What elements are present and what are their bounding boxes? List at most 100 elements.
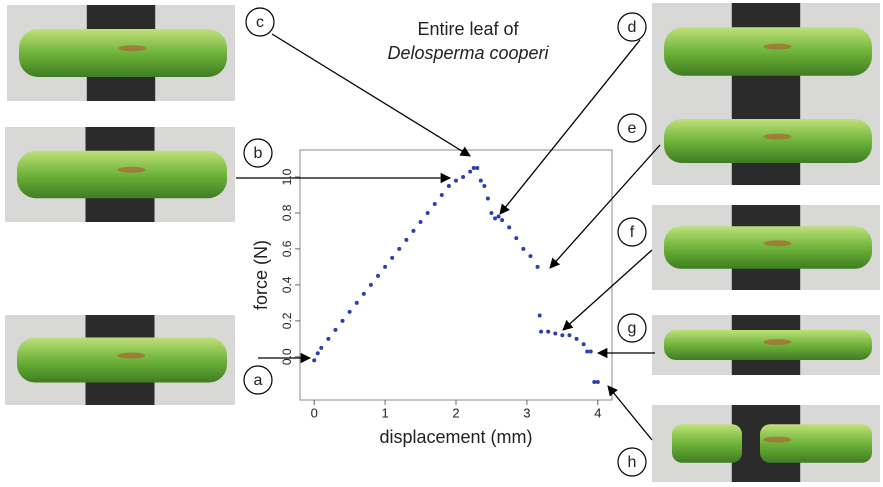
photos <box>5 3 880 482</box>
annotation-label: c <box>256 14 264 31</box>
arrow <box>549 144 661 269</box>
y-tick-label: 0.8 <box>280 204 294 221</box>
data-point <box>404 237 409 242</box>
data-point <box>376 273 380 278</box>
data-point <box>496 214 501 219</box>
annotation-label: g <box>628 320 637 337</box>
data-point <box>537 313 542 318</box>
data-point <box>333 327 338 332</box>
data-point <box>581 342 586 347</box>
data-point <box>446 183 451 188</box>
data-point <box>432 201 437 206</box>
annotation-label: h <box>628 454 637 471</box>
data-point <box>546 329 551 334</box>
data-point <box>475 165 480 170</box>
y-axis-label: force (N) <box>251 240 271 310</box>
annotation-circle <box>245 7 275 37</box>
arrow <box>271 33 471 157</box>
x-tick-label: 4 <box>594 405 601 420</box>
data-point <box>361 291 366 296</box>
annotation-circle <box>617 447 647 477</box>
data-point <box>482 183 487 188</box>
leaf-mark <box>763 436 792 443</box>
leaf-mark <box>118 45 147 52</box>
arrow <box>562 249 653 331</box>
data-point <box>553 331 558 336</box>
data-point <box>397 246 402 251</box>
data-point <box>319 345 324 350</box>
data-point <box>315 351 320 356</box>
arrow <box>499 39 641 215</box>
data-point <box>347 309 352 314</box>
data-point <box>560 333 565 338</box>
data-point <box>485 196 490 201</box>
annotation-label: b <box>254 145 263 162</box>
x-tick-label: 3 <box>523 405 530 420</box>
data-point <box>539 329 544 334</box>
data-point <box>567 333 572 338</box>
leaf <box>672 424 742 463</box>
data-point <box>354 300 359 305</box>
leaf <box>664 330 872 360</box>
data-point <box>425 210 430 215</box>
data-point <box>500 218 505 223</box>
y-tick-label: 0.4 <box>280 276 294 293</box>
data-point <box>418 219 423 224</box>
annotation-circle <box>617 113 647 143</box>
data-point <box>528 254 533 259</box>
arrows <box>236 33 661 441</box>
data-point <box>507 225 512 230</box>
data-point <box>592 380 597 385</box>
y-tick-label: 1.0 <box>280 168 294 185</box>
data-point <box>390 255 395 260</box>
title-line: Entire leaf of <box>417 19 519 39</box>
annotation-circle <box>243 138 273 168</box>
data-point <box>368 282 373 287</box>
data-point <box>595 380 600 385</box>
x-tick-label: 1 <box>381 405 388 420</box>
annotation-label: d <box>628 19 637 36</box>
data-point <box>493 216 497 221</box>
arrow <box>607 385 653 441</box>
y-tick-label: 0.2 <box>280 312 294 329</box>
data-point <box>535 264 540 269</box>
data-point <box>468 169 473 174</box>
leaf-mark <box>763 339 792 345</box>
title-line: Delosperma cooperi <box>387 43 549 63</box>
annotation-circle <box>617 12 647 42</box>
leaf <box>19 29 227 77</box>
data-point <box>454 178 458 183</box>
data-point <box>471 165 476 170</box>
leaf <box>664 226 872 269</box>
leaf-mark <box>763 240 792 247</box>
x-tick-label: 2 <box>452 405 459 420</box>
annotation-label: e <box>628 120 637 137</box>
x-tick-label: 0 <box>311 405 318 420</box>
data-point <box>461 174 466 179</box>
leaf-mark <box>117 166 146 173</box>
leaf-mark <box>763 133 792 140</box>
x-axis-label: displacement (mm) <box>379 427 532 447</box>
plot-frame <box>299 149 613 401</box>
leaf <box>664 27 872 76</box>
data-point <box>340 318 345 323</box>
data-point <box>585 349 590 354</box>
data-point <box>514 236 519 241</box>
annotation-circle <box>243 365 273 395</box>
data-point <box>521 246 526 251</box>
data-point <box>588 349 593 354</box>
y-tick-label: 0.6 <box>280 240 294 257</box>
data-point <box>312 358 317 363</box>
data-point <box>478 178 483 183</box>
data-point <box>383 264 388 269</box>
data-point <box>574 336 579 341</box>
annotation-circle <box>617 313 647 343</box>
leaf <box>760 424 872 463</box>
annotation-label: f <box>630 224 635 241</box>
data-point <box>326 336 331 341</box>
annotation-label: a <box>254 372 263 389</box>
leaf-mark <box>117 352 146 359</box>
data-point <box>489 210 494 215</box>
leaf <box>17 337 227 383</box>
